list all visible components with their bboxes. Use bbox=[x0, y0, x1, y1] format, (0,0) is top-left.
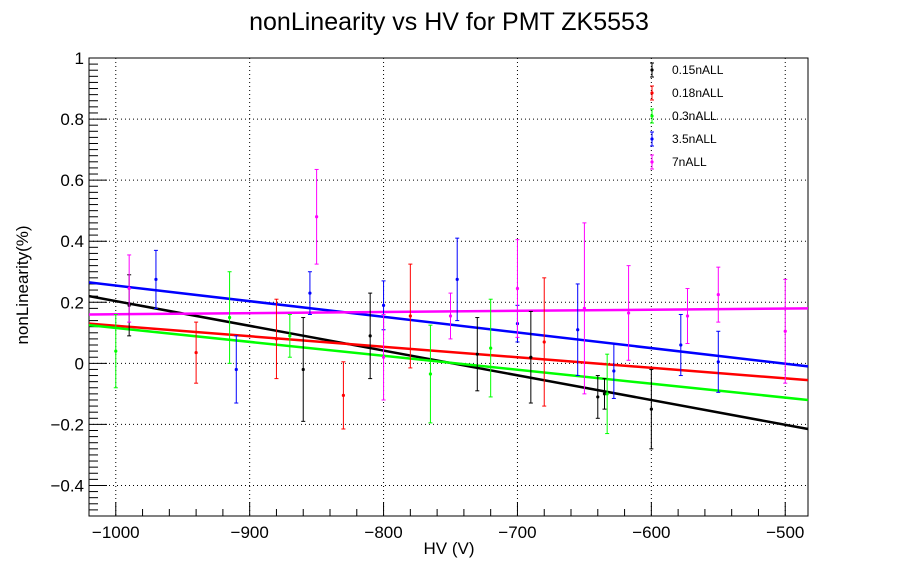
fit-lines bbox=[88, 281, 809, 431]
data-point bbox=[475, 352, 479, 356]
y-tick-label: 0.2 bbox=[60, 293, 84, 312]
data-point bbox=[455, 277, 459, 281]
data-point bbox=[489, 346, 493, 350]
data-point bbox=[127, 286, 131, 291]
y-tick-label: 0.8 bbox=[60, 110, 84, 129]
data-point bbox=[381, 303, 386, 307]
legend: 0.15nALL 0.18nALL 0.3nALL 3.5nALL 7nALL bbox=[650, 62, 724, 170]
x-axis-label: HV (V) bbox=[424, 539, 475, 558]
data-point bbox=[649, 407, 653, 411]
x-tick-label: −900 bbox=[231, 523, 269, 542]
data-point bbox=[783, 329, 787, 333]
data-point bbox=[114, 349, 118, 353]
data-point bbox=[716, 360, 720, 364]
data-point bbox=[381, 355, 386, 359]
y-tick-label: 1 bbox=[75, 49, 84, 68]
data-point bbox=[301, 367, 305, 372]
fit-line bbox=[88, 307, 809, 316]
data-point bbox=[612, 369, 616, 373]
y-tick-label: −0.4 bbox=[50, 476, 84, 495]
data-point bbox=[408, 314, 412, 318]
axis-ticks: −1000 −900 −800 −700 −600 −500 −0.4 −0.2 0 0.2 0.4… bbox=[50, 49, 804, 542]
data-point bbox=[716, 293, 720, 297]
data-point bbox=[448, 314, 453, 318]
data-point bbox=[154, 277, 158, 281]
x-tick-label: −800 bbox=[364, 523, 402, 542]
data-points bbox=[113, 168, 788, 450]
data-point bbox=[596, 395, 600, 399]
legend-label: 3.5nALL bbox=[672, 132, 717, 146]
fit-line bbox=[88, 323, 809, 402]
data-point bbox=[685, 314, 690, 318]
data-point bbox=[341, 393, 345, 397]
x-tick-label: −1000 bbox=[92, 523, 140, 542]
plot-frame bbox=[88, 57, 809, 517]
fit-line bbox=[88, 281, 809, 368]
data-point bbox=[308, 291, 312, 295]
legend-marker-point bbox=[650, 68, 654, 72]
fit-line bbox=[88, 322, 809, 382]
y-tick-label: 0.4 bbox=[60, 232, 84, 251]
data-point bbox=[194, 351, 198, 355]
legend-label: 0.15nALL bbox=[672, 63, 724, 77]
y-axis-label: nonLinearity(%) bbox=[13, 225, 32, 344]
chart-title: nonLinearity vs HV for PMT ZK5553 bbox=[249, 8, 649, 36]
legend-label: 0.3nALL bbox=[672, 109, 717, 123]
data-point bbox=[315, 215, 319, 219]
legend-label: 0.18nALL bbox=[672, 86, 724, 100]
data-point bbox=[288, 334, 292, 338]
x-tick-label: −700 bbox=[498, 523, 536, 542]
data-point bbox=[234, 367, 238, 372]
data-point bbox=[515, 286, 520, 291]
grid bbox=[89, 57, 808, 516]
data-point bbox=[602, 392, 607, 396]
legend-marker-point bbox=[650, 160, 654, 164]
legend-label: 7nALL bbox=[672, 155, 707, 169]
data-point bbox=[605, 392, 609, 396]
legend-marker-point bbox=[650, 91, 654, 95]
x-tick-label: −500 bbox=[766, 523, 804, 542]
data-point bbox=[227, 315, 232, 320]
y-tick-label: −0.2 bbox=[50, 415, 84, 434]
y-tick-label: 0 bbox=[75, 354, 84, 373]
data-point bbox=[542, 340, 546, 344]
y-tick-label: 0.6 bbox=[60, 171, 84, 190]
data-point bbox=[428, 372, 433, 376]
data-point bbox=[274, 337, 279, 341]
data-point bbox=[626, 311, 631, 315]
legend-marker-point bbox=[650, 114, 654, 118]
data-point bbox=[368, 334, 372, 338]
data-point bbox=[582, 306, 587, 310]
data-point bbox=[679, 343, 683, 347]
data-point bbox=[529, 355, 533, 359]
data-point bbox=[576, 328, 580, 332]
legend-marker-point bbox=[650, 137, 654, 141]
x-tick-label: −600 bbox=[632, 523, 670, 542]
